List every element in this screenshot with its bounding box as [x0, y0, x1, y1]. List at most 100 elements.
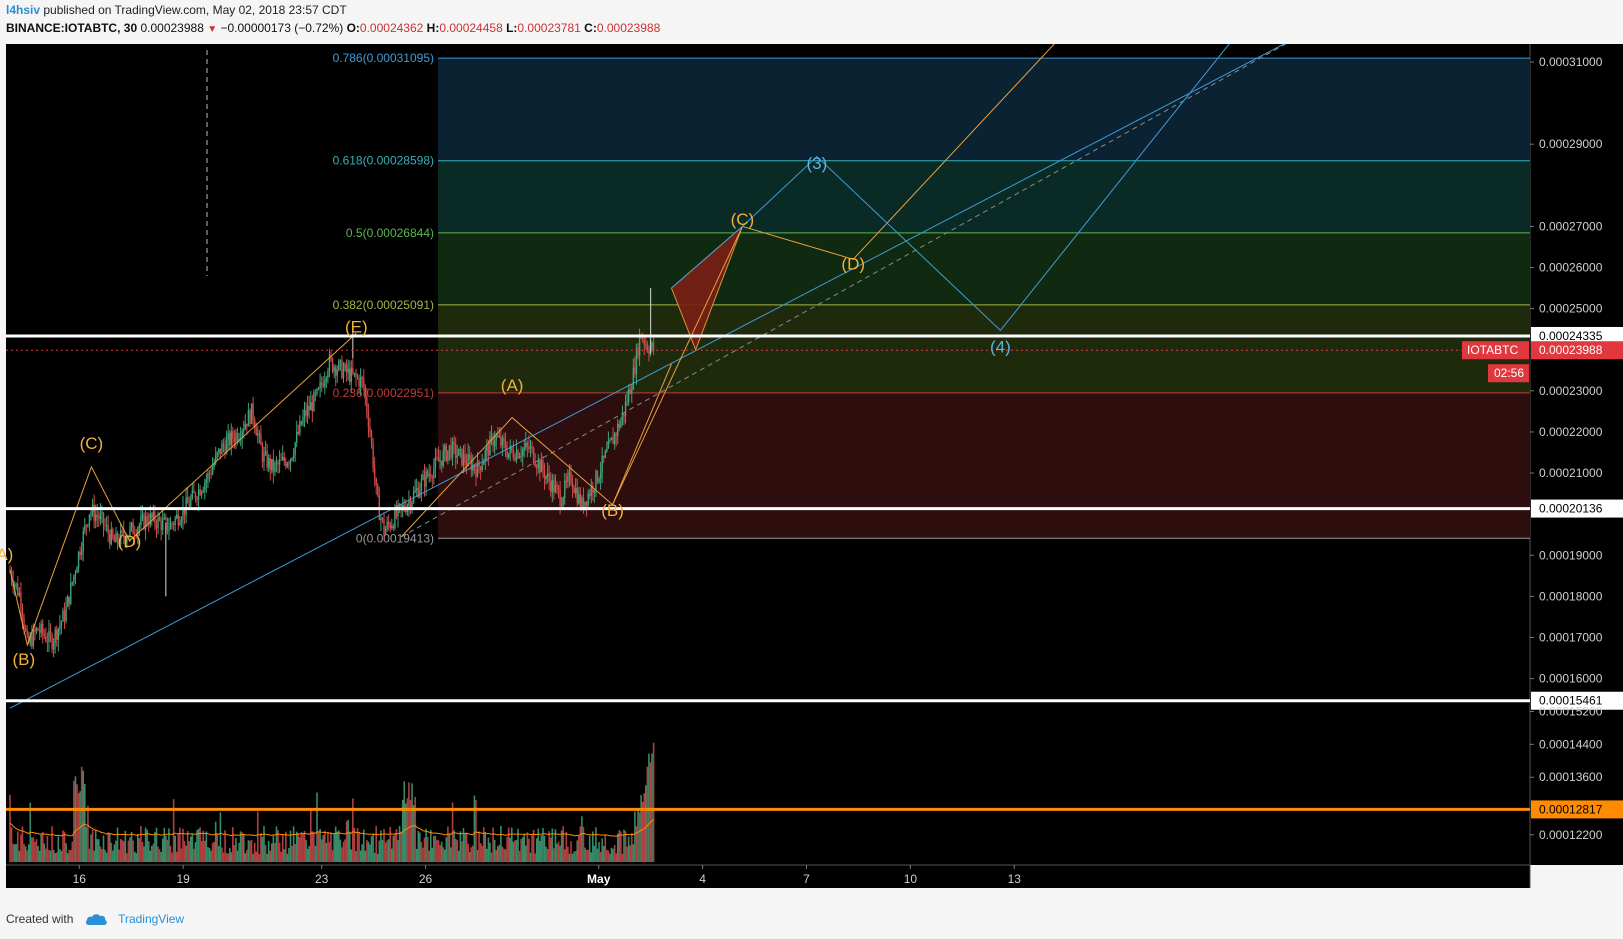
candle-body	[255, 428, 257, 436]
wave-label-orange: (E)	[345, 317, 368, 336]
candle-body	[375, 477, 377, 486]
volume-bar	[255, 851, 258, 862]
volume-bar	[574, 850, 577, 862]
drawings[interactable]	[9, 44, 1309, 709]
volume-bar	[297, 833, 300, 862]
volume-bar	[414, 796, 416, 862]
candle-body	[568, 472, 571, 476]
candle-body	[49, 630, 52, 637]
volume-bar	[568, 853, 571, 862]
candle-body	[338, 361, 340, 370]
volume-bar	[51, 826, 53, 862]
volume-bar	[289, 830, 292, 862]
price-tick-label: 0.00015200	[1539, 704, 1603, 718]
candle-body	[207, 472, 209, 480]
candle-body	[436, 457, 438, 459]
candle-body	[400, 504, 402, 508]
volume-bar	[554, 829, 557, 862]
candle-body	[20, 592, 22, 609]
candle-body	[166, 517, 169, 531]
candle-body	[13, 584, 16, 587]
candle-body	[475, 469, 477, 477]
volume-bar	[191, 833, 194, 862]
candle-body	[543, 471, 546, 480]
volume-bar	[498, 844, 501, 862]
price-tick-label: 0.00022000	[1539, 425, 1603, 439]
symbol-label[interactable]: BINANCE:IOTABTC, 30	[6, 21, 138, 35]
candle-body	[303, 409, 306, 418]
open-value: 0.00024362	[359, 21, 424, 35]
level-price-label: 0.00012817	[1539, 802, 1603, 816]
volume-bar	[82, 770, 85, 862]
candle-body	[442, 451, 444, 466]
candle-body	[224, 446, 226, 454]
time-axis-panel[interactable]	[6, 865, 1530, 888]
candle-body	[174, 518, 176, 525]
candle-body	[322, 384, 324, 387]
candle-body	[95, 514, 97, 521]
candle-body	[188, 503, 190, 507]
candle-body	[514, 457, 516, 461]
fib-retracement[interactable]: 0.786(0.00031095) 0.618(0.00028598) 0.5(0.…	[333, 51, 1530, 545]
volume-bar	[115, 840, 117, 862]
close-value: 0.00023988	[596, 21, 661, 35]
candle-body	[486, 445, 488, 451]
tradingview-link[interactable]: TradingView	[118, 912, 185, 926]
volume-bar	[84, 783, 86, 862]
volume-bar	[412, 804, 415, 862]
time-tick-label: 23	[315, 872, 329, 886]
candle-body	[342, 369, 345, 378]
chart-canvas[interactable]: 0.786(0.00031095) 0.618(0.00028598) 0.5(0.…	[0, 44, 1623, 909]
volume-bar	[271, 843, 273, 862]
candle-body	[609, 440, 611, 442]
volume-bar	[88, 848, 91, 862]
horizontal-levels[interactable]: 0.00024335 0.00020136 0.00015461 0.00012817…	[6, 326, 1623, 819]
volume-bar	[62, 830, 64, 862]
volume-bar	[584, 847, 586, 862]
candle-body	[182, 507, 184, 520]
candle-body	[31, 635, 33, 647]
candle-body	[238, 438, 240, 441]
volume-bar	[626, 846, 628, 862]
candle-body	[550, 481, 552, 493]
candle-body	[183, 507, 186, 515]
candle-body	[453, 441, 455, 445]
volume-bar	[386, 840, 388, 862]
volume-bar	[571, 853, 574, 862]
volume-bar	[595, 827, 597, 862]
volume-bar	[278, 842, 281, 862]
author-link[interactable]: l4hsiv	[6, 3, 41, 17]
candle-body	[26, 630, 28, 636]
volume-bar	[401, 799, 404, 862]
candle-body	[196, 498, 198, 501]
candle-body	[553, 479, 555, 493]
fib-level-label: 0.786(0.00031095)	[333, 51, 434, 65]
candle-body	[149, 513, 151, 525]
volume-bar	[454, 838, 457, 862]
candle-body	[85, 525, 88, 527]
volume-bar	[649, 762, 652, 862]
volume-bar	[482, 827, 485, 862]
volume-bar	[634, 811, 636, 862]
candle-body	[621, 413, 624, 421]
volume-bar	[521, 837, 524, 862]
candle-body	[162, 519, 164, 530]
volume-bar	[638, 812, 641, 862]
volume-bar	[214, 821, 217, 862]
current-price-tag	[1531, 341, 1623, 360]
volume-bar	[34, 841, 36, 862]
candle-body	[525, 443, 527, 448]
volume-bar	[26, 850, 28, 862]
volume-bar	[526, 832, 529, 862]
candle-body	[137, 528, 139, 536]
candle-body	[498, 436, 501, 438]
volume-bar	[602, 846, 605, 862]
price-axis-panel[interactable]	[1530, 44, 1623, 865]
volume-bar	[291, 845, 293, 862]
candle-body	[151, 513, 153, 518]
volume-bar	[529, 852, 532, 862]
candle-body	[637, 347, 639, 356]
candle-body	[246, 423, 248, 427]
fib-level-label: 0.5(0.00026844)	[346, 226, 434, 240]
candle-body	[260, 433, 262, 446]
